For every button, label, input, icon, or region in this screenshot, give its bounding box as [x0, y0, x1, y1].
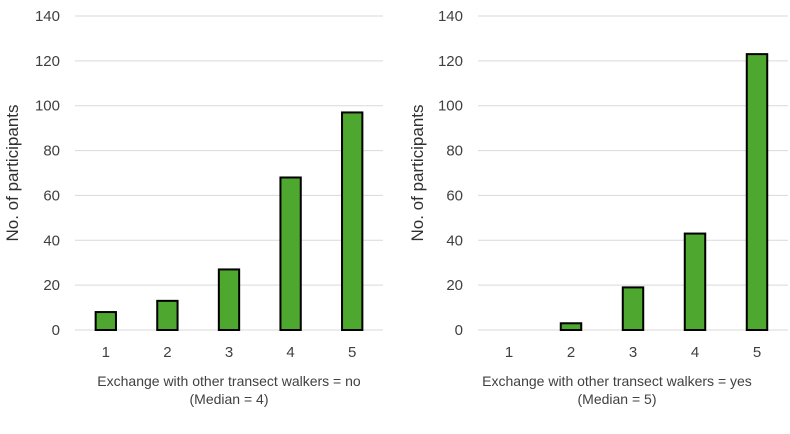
y-axis-label: No. of participants: [408, 104, 427, 241]
x-tick-label: 2: [163, 344, 171, 361]
y-tick-label: 40: [43, 232, 60, 249]
x-tick-label: 4: [691, 344, 699, 361]
chart-left: 0 20 40 60 80 100 120 140 1 2 3 4 5 No. of participan…: [3, 8, 383, 407]
bar-4: [279, 176, 302, 331]
x-axis-label: Exchange with other transect walkers = y…: [482, 373, 752, 389]
bar-5: [745, 53, 769, 331]
x-tick-label: 3: [629, 344, 637, 361]
bar-3: [217, 268, 241, 332]
x-tick-label: 5: [753, 344, 761, 361]
bar-5: [341, 111, 364, 331]
y-tick-label: 140: [35, 8, 60, 25]
y-tick-label: 100: [438, 98, 463, 115]
x-tick-label: 4: [286, 344, 294, 361]
y-tick-label: 0: [455, 322, 463, 339]
y-tick-label: 20: [43, 277, 60, 294]
y-tick-label: 40: [446, 232, 463, 249]
bar-4: [683, 232, 707, 331]
x-tick-label: 1: [102, 344, 110, 361]
x-axis-label: Exchange with other transect walkers = n…: [97, 373, 361, 389]
bar-3: [621, 286, 645, 331]
y-tick-label: 60: [43, 187, 60, 204]
y-axis-label: No. of participants: [3, 104, 22, 241]
x-axis-median-label: (Median = 5): [578, 391, 657, 407]
y-tick-label: 120: [438, 53, 463, 70]
y-tick-label: 80: [446, 143, 463, 160]
bar-2: [559, 322, 583, 331]
y-tick-label: 0: [52, 322, 60, 339]
y-tick-label: 120: [35, 53, 60, 70]
y-tick-label: 60: [446, 187, 463, 204]
y-tick-label: 20: [446, 277, 463, 294]
y-tick-label: 80: [43, 143, 60, 160]
x-tick-label: 5: [348, 344, 356, 361]
y-tick-label: 100: [35, 98, 60, 115]
y-tick-label: 140: [438, 8, 463, 25]
x-tick-label: 1: [505, 344, 513, 361]
chart-right: 0 20 40 60 80 100 120 140 1 2 3 4 5 No. of participan…: [408, 8, 788, 407]
bar-1: [94, 311, 117, 331]
bar-2: [156, 299, 179, 332]
x-tick-label: 2: [567, 344, 575, 361]
x-tick-label: 3: [225, 344, 233, 361]
x-axis-median-label: (Median = 4): [190, 391, 269, 407]
